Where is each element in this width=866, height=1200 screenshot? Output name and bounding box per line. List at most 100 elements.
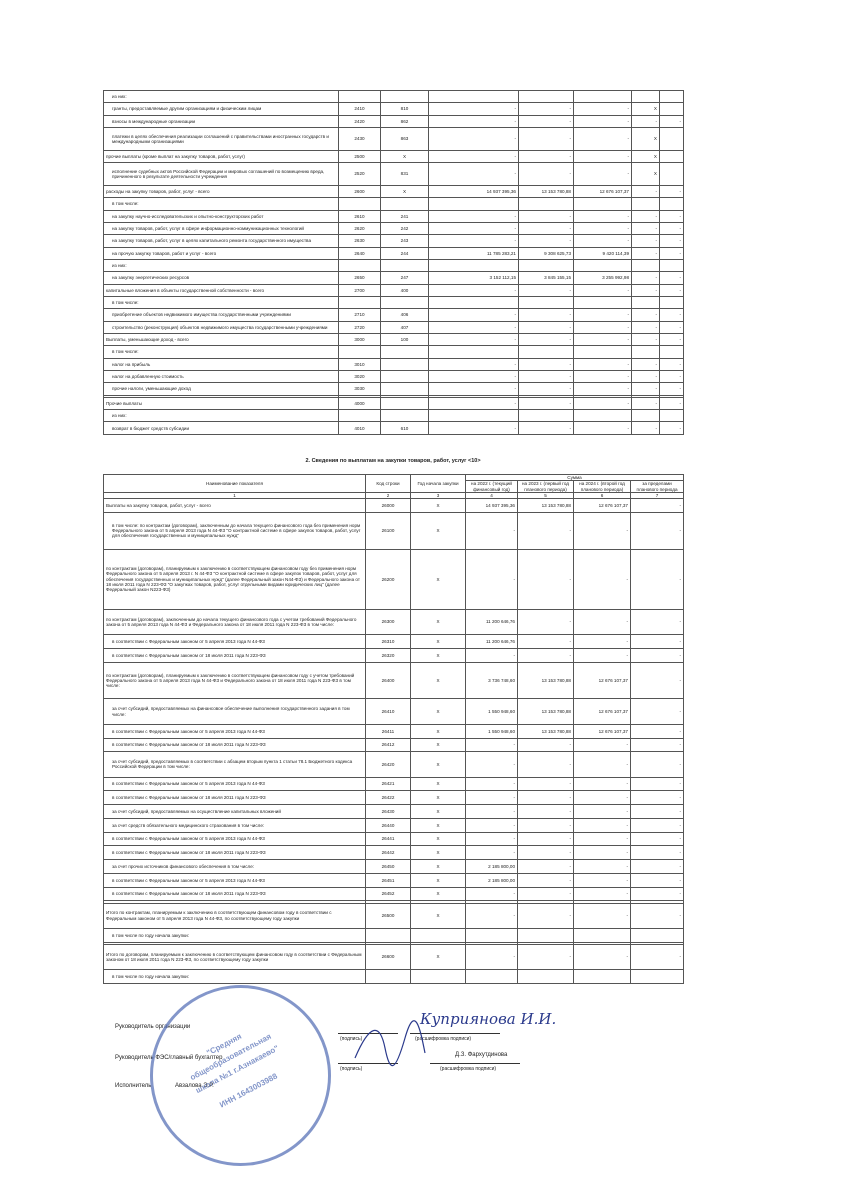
cell: - bbox=[630, 751, 684, 778]
cell bbox=[428, 89, 519, 104]
cell: 2410 bbox=[338, 102, 381, 116]
cell: - bbox=[518, 114, 574, 129]
cell bbox=[659, 89, 684, 104]
cell: - bbox=[428, 221, 519, 236]
cell: - bbox=[428, 369, 519, 384]
accountant-name: Д.З. Фархутдинова bbox=[455, 1052, 508, 1058]
cell: 247 bbox=[380, 271, 429, 285]
cell bbox=[573, 89, 632, 104]
cell bbox=[518, 295, 574, 310]
cell: 2620 bbox=[338, 221, 381, 236]
column-header: на 2023 г. (первый год планового периода… bbox=[517, 480, 574, 493]
cell: 13 153 780,88 bbox=[517, 698, 574, 725]
cell: 11 200 646,76 bbox=[465, 634, 518, 649]
cell: 3030 bbox=[338, 382, 381, 396]
cell: X bbox=[631, 127, 660, 151]
cell bbox=[631, 345, 660, 359]
cell: - bbox=[517, 548, 574, 610]
column-number: 7 bbox=[630, 491, 684, 500]
row-label: прочие выплаты (кроме выплат на закупку … bbox=[103, 149, 339, 164]
cell: X bbox=[410, 751, 466, 778]
cell bbox=[518, 197, 574, 211]
cell: 2600 bbox=[338, 184, 381, 199]
table-row: в соответствии с Федеральным законом от … bbox=[103, 776, 684, 792]
cell bbox=[631, 197, 660, 211]
cell: - bbox=[573, 872, 631, 888]
cell: - bbox=[630, 831, 684, 847]
cell: 2710 bbox=[338, 308, 381, 322]
table-row bbox=[103, 941, 684, 945]
line bbox=[338, 1033, 398, 1034]
cell: - bbox=[573, 608, 631, 636]
cell: 13 153 780,88 bbox=[517, 723, 574, 739]
cell bbox=[631, 295, 660, 310]
cell: - bbox=[573, 943, 631, 971]
row-label: в соответствии с Федеральным законом от … bbox=[103, 723, 366, 739]
cell bbox=[428, 258, 519, 273]
cell: - bbox=[428, 283, 519, 297]
table-row: в том числе: bbox=[103, 197, 684, 211]
table-expenses: из них: гранты, предоставляемые другим ор… bbox=[103, 89, 684, 435]
cell: 12 676 107,37 bbox=[573, 698, 631, 725]
cell: - bbox=[659, 209, 684, 223]
table-row: по контрактам (договорам), планируемым к… bbox=[103, 661, 684, 700]
cell: - bbox=[465, 831, 518, 847]
cell: - bbox=[428, 234, 519, 248]
cell: - bbox=[630, 661, 684, 700]
cell: - bbox=[630, 859, 684, 874]
cell: - bbox=[659, 382, 684, 396]
table-row: капитальные вложения в объекты государст… bbox=[103, 283, 684, 297]
cell: - bbox=[573, 357, 632, 372]
cell: - bbox=[465, 511, 518, 550]
line bbox=[430, 1063, 520, 1064]
name-caption: (расшифровка подписи) bbox=[415, 1036, 472, 1042]
table-row: Выплаты на закупку товаров, работ, услуг… bbox=[103, 498, 684, 513]
cell: - bbox=[631, 114, 660, 129]
row-label: в соответствии с Федеральным законом от … bbox=[103, 845, 366, 861]
cell: - bbox=[630, 902, 684, 929]
cell: 12 676 107,37 bbox=[573, 184, 632, 199]
cell: X bbox=[410, 804, 466, 819]
cell: - bbox=[573, 283, 632, 297]
cell bbox=[573, 197, 632, 211]
cell bbox=[659, 258, 684, 273]
cell bbox=[630, 900, 684, 904]
cell: X bbox=[410, 790, 466, 806]
header-row: Наименование показателя Код строки Год нач… bbox=[103, 473, 684, 493]
column-header: за пределами планового периода bbox=[630, 480, 684, 493]
row-label: по контрактам (договорам), планируемым к… bbox=[103, 661, 366, 700]
cell: - bbox=[428, 421, 519, 435]
cell bbox=[410, 927, 466, 943]
row-label: платежи в целях обеспечения реализации с… bbox=[103, 127, 339, 151]
cell: 26422 bbox=[365, 790, 411, 806]
column-header: Наименование показателя bbox=[103, 474, 366, 493]
cell: - bbox=[573, 209, 632, 223]
cell: 3020 bbox=[338, 369, 381, 384]
cell bbox=[659, 345, 684, 359]
cell: 242 bbox=[380, 221, 429, 236]
cell: 3 152 112,15 bbox=[428, 271, 519, 285]
cell: 11 785 283,21 bbox=[428, 246, 519, 260]
cell bbox=[573, 969, 631, 984]
cell: 11 200 646,76 bbox=[465, 608, 518, 636]
cell: - bbox=[631, 396, 660, 410]
cell: - bbox=[518, 162, 574, 186]
table-row: на закупку товаров, работ, услуг в сфере… bbox=[103, 221, 684, 236]
row-label: за счет субсидий, предоставляемых на фин… bbox=[103, 698, 366, 725]
cell: 26411 bbox=[365, 723, 411, 739]
table-row: в соответствии с Федеральным законом от … bbox=[103, 886, 684, 902]
cell: 400 bbox=[380, 283, 429, 297]
cell: - bbox=[659, 234, 684, 248]
row-label: на закупку энергетических ресурсов bbox=[103, 271, 339, 285]
row-label: по контрактам (договорам), заключенным д… bbox=[103, 608, 366, 636]
cell: - bbox=[630, 872, 684, 888]
cell: - bbox=[630, 737, 684, 753]
cell: - bbox=[631, 221, 660, 236]
cell: - bbox=[428, 127, 519, 151]
row-label: на закупку товаров, работ, услуг в сфере… bbox=[103, 221, 339, 236]
row-label: из них: bbox=[103, 258, 339, 273]
executor-name: Авзалова Э.Р. bbox=[175, 1083, 214, 1089]
row-label: капитальные вложения в объекты государст… bbox=[103, 283, 339, 297]
cell bbox=[659, 149, 684, 164]
table-row: приобретение объектов недвижимого имущес… bbox=[103, 308, 684, 322]
